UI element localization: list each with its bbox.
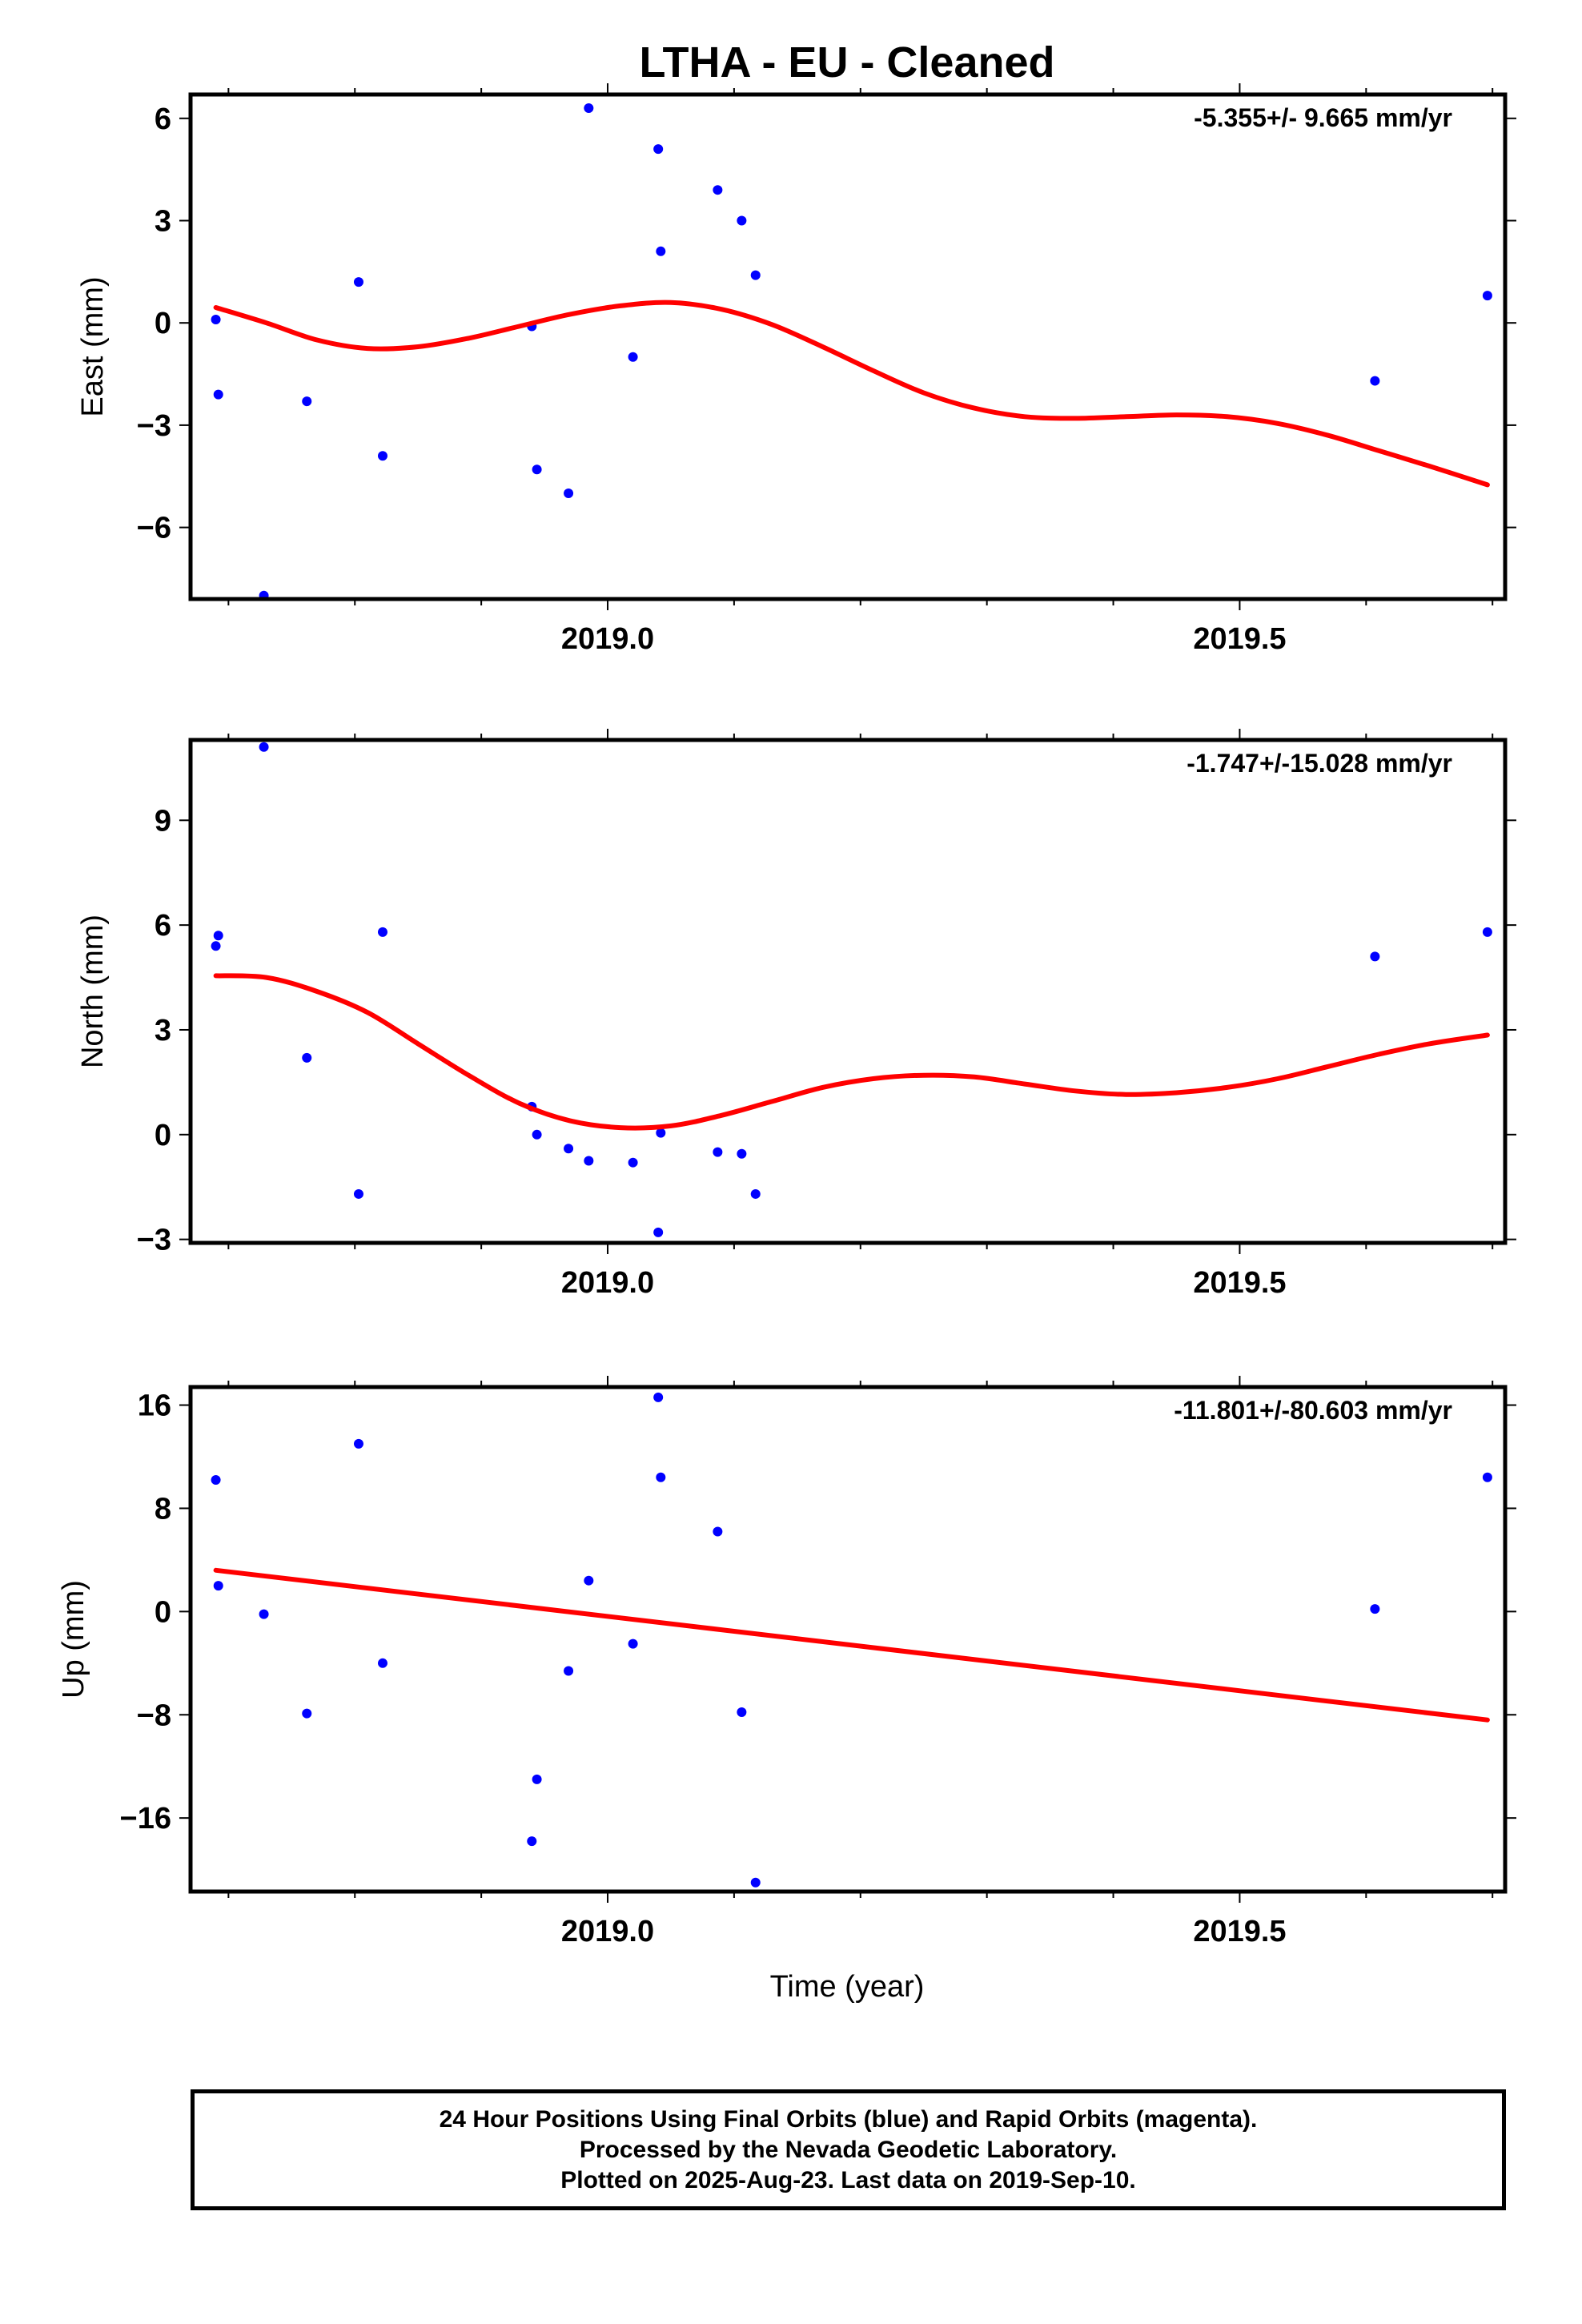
data-point [211,314,221,324]
data-point [302,396,312,407]
data-point [750,270,761,280]
data-point [1482,1472,1492,1482]
data-point [750,1188,761,1199]
data-point [628,1157,638,1168]
y-tick-label: 6 [155,909,171,943]
data-point [527,1836,537,1847]
data-point [532,1774,542,1784]
data-point [302,1708,312,1719]
data-point [259,742,269,752]
y-tick-label: −8 [137,1699,171,1732]
data-point [259,1609,269,1619]
chart-title: LTHA - EU - Cleaned [639,38,1054,86]
data-layer [211,103,1492,599]
fit-line [213,1567,1490,1723]
data-point [584,1575,594,1586]
plot-frame [188,1385,1508,1894]
data-point [656,246,666,256]
data-point [653,1392,664,1402]
x-axis-label: Time (year) [770,1970,925,2004]
plot-frame [188,92,1508,601]
footer-line-3: Plotted on 2025-Aug-23. Last data on 201… [560,2166,1136,2193]
y-tick-label: 6 [155,103,171,136]
y-tick-label: 3 [155,1014,171,1047]
data-point [211,941,221,951]
data-point [211,1475,221,1486]
data-point [1370,951,1380,962]
data-point [377,1658,387,1668]
data-point [656,1128,666,1138]
footer-line-1: 24 Hour Positions Using Final Orbits (bl… [439,2105,1258,2133]
data-point [532,1129,542,1140]
y-tick-label: 0 [155,1595,171,1629]
data-point [628,352,638,362]
data-point [302,1052,312,1063]
data-point [213,1581,223,1591]
data-point [564,1666,574,1676]
fit-line [213,973,1490,1131]
data-point [713,1147,723,1157]
y-tick-label: −16 [120,1802,171,1835]
data-point [259,590,269,599]
data-point [564,1144,574,1154]
data-point [584,103,594,114]
data-point [584,1156,594,1166]
data-layer [211,1392,1492,1888]
data-point [564,489,574,499]
data-point [1482,291,1492,301]
data-point [656,1472,666,1482]
y-tick-label: 9 [155,804,171,838]
y-axis-label: Up (mm) [57,1580,90,1699]
rate-label: -5.355+/- 9.665 mm/yr [1194,103,1452,132]
data-point [213,931,223,941]
x-tick-label: 2019.0 [561,1266,654,1300]
data-point [353,1438,363,1449]
data-point [737,1148,747,1159]
data-point [353,1188,363,1199]
panel-2: 2019.0 2019.5 −3 0 3 6 9 North (mm) -1.747+/-15.… [76,729,1516,1300]
x-tick-label: 2019.5 [1193,1915,1286,1948]
data-point [1370,376,1380,386]
data-point [213,389,223,400]
data-point [737,1707,747,1718]
footer-line-2: Processed by the Nevada Geodetic Laborat… [579,2136,1118,2163]
y-tick-label: −3 [137,409,171,443]
data-point [628,1638,638,1649]
rate-label: -1.747+/-15.028 mm/yr [1186,749,1452,778]
rate-label: -11.801+/-80.603 mm/yr [1174,1396,1452,1425]
x-tick-label: 2019.0 [561,622,654,656]
y-tick-label: −6 [137,512,171,545]
x-tick-label: 2019.5 [1193,622,1286,656]
data-layer [211,742,1492,1237]
data-point [737,215,747,226]
y-tick-label: 16 [138,1389,171,1423]
data-point [653,144,664,155]
data-point [713,1526,723,1537]
data-point [1482,927,1492,937]
fit-line [213,300,1490,488]
y-tick-label: 3 [155,205,171,239]
y-tick-label: −3 [137,1224,171,1257]
data-point [353,277,363,287]
data-point [750,1877,761,1888]
footer-box: 24 Hour Positions Using Final Orbits (bl… [191,2089,1506,2210]
panel-3: 2019.0 2019.5 −16 −8 0 8 16 Up (mm) -11.801+/-80… [57,1376,1516,1948]
y-tick-label: 8 [155,1492,171,1526]
data-point [653,1227,664,1237]
data-point [377,451,387,461]
y-tick-label: 0 [155,1119,171,1152]
plot-frame [188,738,1508,1245]
y-tick-label: 0 [155,307,171,340]
panel-1: 2019.0 2019.5 −6 −3 0 3 6 East (mm) -5.355+/- 9.… [76,83,1516,656]
x-tick-label: 2019.5 [1193,1266,1286,1300]
data-point [713,185,723,195]
y-axis-label: East (mm) [76,276,110,416]
data-point [377,927,387,937]
x-tick-label: 2019.0 [561,1915,654,1948]
y-axis-label: North (mm) [76,915,110,1068]
data-point [1370,1604,1380,1614]
data-point [532,464,542,475]
